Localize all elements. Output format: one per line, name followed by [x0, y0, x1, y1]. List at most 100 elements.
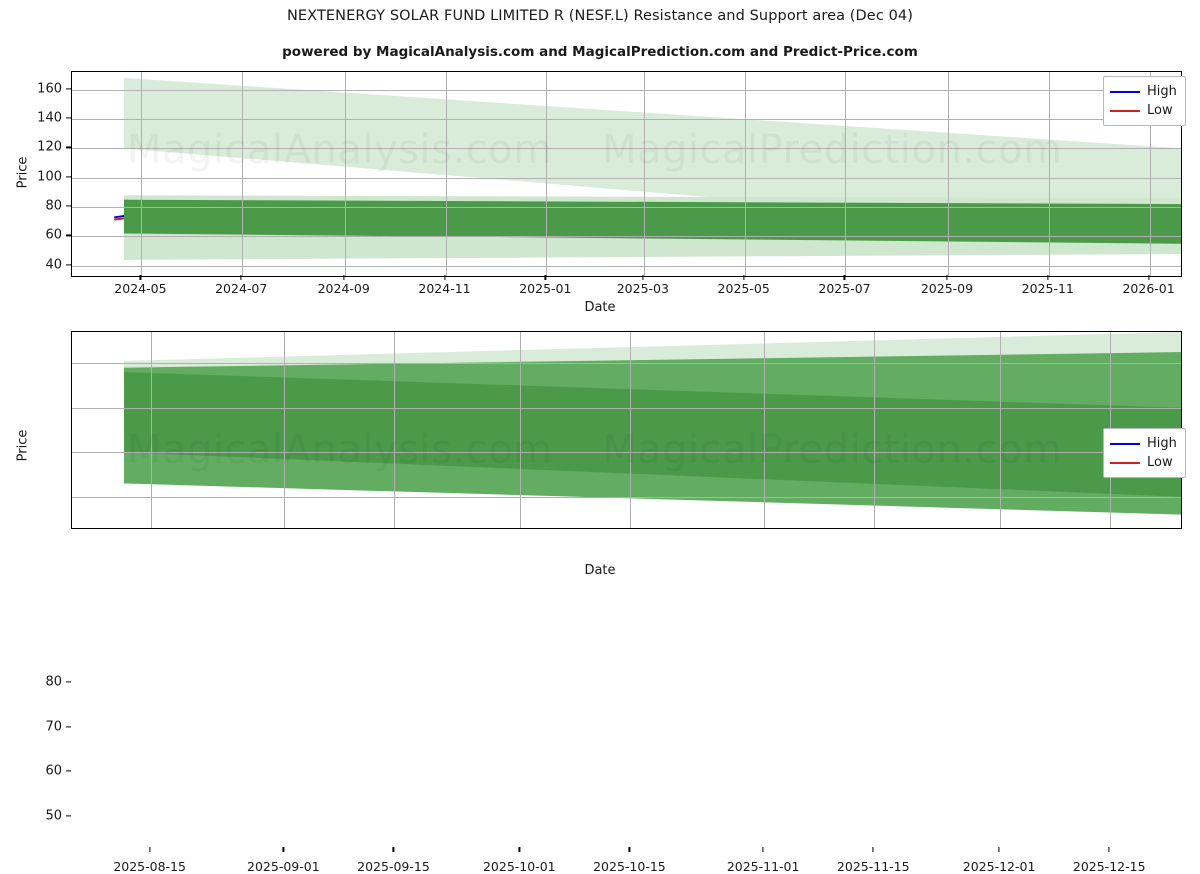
- legend-label-high-bottom: High: [1147, 436, 1177, 451]
- y-tick-label: 60: [45, 763, 62, 779]
- gridline-vertical: [744, 72, 746, 276]
- gridline-vertical: [520, 332, 522, 528]
- y-tick-mark: [66, 205, 71, 207]
- x-tick-label: 2024-05: [114, 281, 167, 296]
- gridline-vertical: [141, 72, 143, 276]
- y-tick-label: 70: [45, 719, 62, 735]
- gridline-vertical: [1000, 332, 1002, 528]
- gridline-vertical: [394, 332, 396, 528]
- gridline-vertical: [1048, 72, 1050, 276]
- bottom-y-axis-label: Price: [15, 429, 31, 462]
- gridline-horizontal: [72, 496, 1181, 498]
- bottom-legend[interactable]: High Low: [1103, 428, 1186, 478]
- gridline-vertical: [546, 72, 548, 276]
- y-tick-mark: [66, 815, 71, 817]
- y-tick-label: 100: [37, 169, 62, 185]
- y-tick-label: 40: [45, 257, 62, 273]
- x-tick-label: 2025-11-15: [836, 859, 910, 874]
- y-tick-label: 80: [45, 198, 62, 214]
- gridline-vertical: [284, 332, 286, 528]
- x-tick-label: 2025-12-15: [1072, 859, 1146, 874]
- legend-line-low-bottom: [1110, 461, 1140, 464]
- legend-line-low: [1110, 109, 1140, 112]
- y-tick-label: 120: [37, 139, 62, 155]
- x-tick-label: 2025-12-01: [962, 859, 1036, 874]
- gridline-vertical: [1149, 72, 1151, 276]
- legend-entry-high-bottom[interactable]: High: [1110, 434, 1177, 453]
- y-tick-label: 160: [37, 81, 62, 97]
- x-tick-label: 2025-10-01: [482, 859, 556, 874]
- x-tick-label: 2024-07: [215, 281, 268, 296]
- x-tick-label: 2025-01: [519, 281, 572, 296]
- x-tick-mark: [1047, 275, 1049, 280]
- x-tick-label: 2025-10-15: [593, 859, 666, 874]
- y-tick-mark: [66, 681, 71, 683]
- x-tick-label: 2024-09: [317, 281, 370, 296]
- legend-label-low: Low: [1147, 103, 1173, 118]
- x-tick-label: 2025-11: [1021, 281, 1074, 296]
- x-tick-mark: [843, 275, 846, 280]
- x-tick-label: 2024-11: [418, 281, 471, 296]
- gridline-vertical: [150, 332, 152, 528]
- gridline-horizontal: [72, 118, 1181, 120]
- gridline-horizontal: [72, 177, 1181, 179]
- bottom-x-axis-label: Date: [584, 563, 616, 578]
- legend-label-high: High: [1147, 84, 1177, 99]
- x-tick-mark: [762, 847, 764, 852]
- gridline-vertical: [874, 332, 876, 528]
- band-core-band: [124, 199, 1181, 244]
- y-tick-label: 140: [37, 110, 62, 126]
- gridline-horizontal: [72, 148, 1181, 150]
- y-tick-mark: [66, 234, 71, 236]
- y-tick-mark: [66, 264, 71, 266]
- x-tick-mark: [1108, 847, 1110, 852]
- top-x-axis-label: Date: [584, 300, 616, 315]
- x-tick-mark: [743, 275, 745, 280]
- x-tick-mark: [343, 275, 345, 280]
- x-tick-label: 2025-09-15: [357, 859, 430, 874]
- band-core-band: [124, 372, 1181, 497]
- x-tick-mark: [1148, 275, 1150, 280]
- x-tick-mark: [544, 275, 546, 280]
- y-tick-mark: [66, 88, 71, 90]
- legend-line-high: [1110, 90, 1140, 93]
- legend-entry-low-bottom[interactable]: Low: [1110, 453, 1177, 472]
- gridline-horizontal: [72, 236, 1181, 238]
- x-tick-mark: [872, 847, 874, 852]
- legend-entry-high[interactable]: High: [1110, 82, 1177, 101]
- gridline-horizontal: [72, 363, 1181, 365]
- legend-label-low-bottom: Low: [1147, 455, 1173, 470]
- x-tick-label: 2025-07: [818, 281, 871, 296]
- x-tick-mark: [149, 847, 151, 852]
- top-legend[interactable]: High Low: [1103, 76, 1186, 126]
- legend-entry-low[interactable]: Low: [1110, 101, 1177, 120]
- gridline-vertical: [242, 72, 244, 276]
- x-tick-label: 2025-05: [717, 281, 770, 296]
- gridline-horizontal: [72, 89, 1181, 91]
- y-tick-mark: [66, 770, 71, 772]
- x-tick-mark: [642, 275, 644, 280]
- page-subtitle: powered by MagicalAnalysis.com and Magic…: [282, 44, 918, 60]
- x-tick-mark: [628, 847, 631, 852]
- x-tick-label: 2025-09: [920, 281, 974, 296]
- band-resistance-outer-wedge: [124, 77, 1181, 237]
- gridline-horizontal: [72, 407, 1181, 409]
- gridline-horizontal: [72, 207, 1181, 209]
- x-tick-mark: [392, 847, 395, 852]
- x-tick-mark: [139, 275, 141, 280]
- gridline-vertical: [344, 72, 346, 276]
- x-tick-label: 2025-11-01: [726, 859, 800, 874]
- x-tick-label: 2025-03: [616, 281, 669, 296]
- x-tick-mark: [518, 847, 520, 852]
- x-tick-label: 2025-08-15: [113, 859, 186, 874]
- gridline-vertical: [845, 72, 847, 276]
- page-title: NEXTENERGY SOLAR FUND LIMITED R (NESF.L)…: [286, 8, 914, 24]
- y-tick-label: 60: [45, 227, 62, 243]
- y-tick-mark: [66, 176, 71, 178]
- y-tick-label: 50: [45, 808, 62, 824]
- x-tick-label: 2025-09-01: [247, 859, 320, 874]
- top-plot-area: MagicalAnalysis.com MagicalPrediction.co…: [71, 71, 1182, 277]
- gridline-vertical: [764, 332, 766, 528]
